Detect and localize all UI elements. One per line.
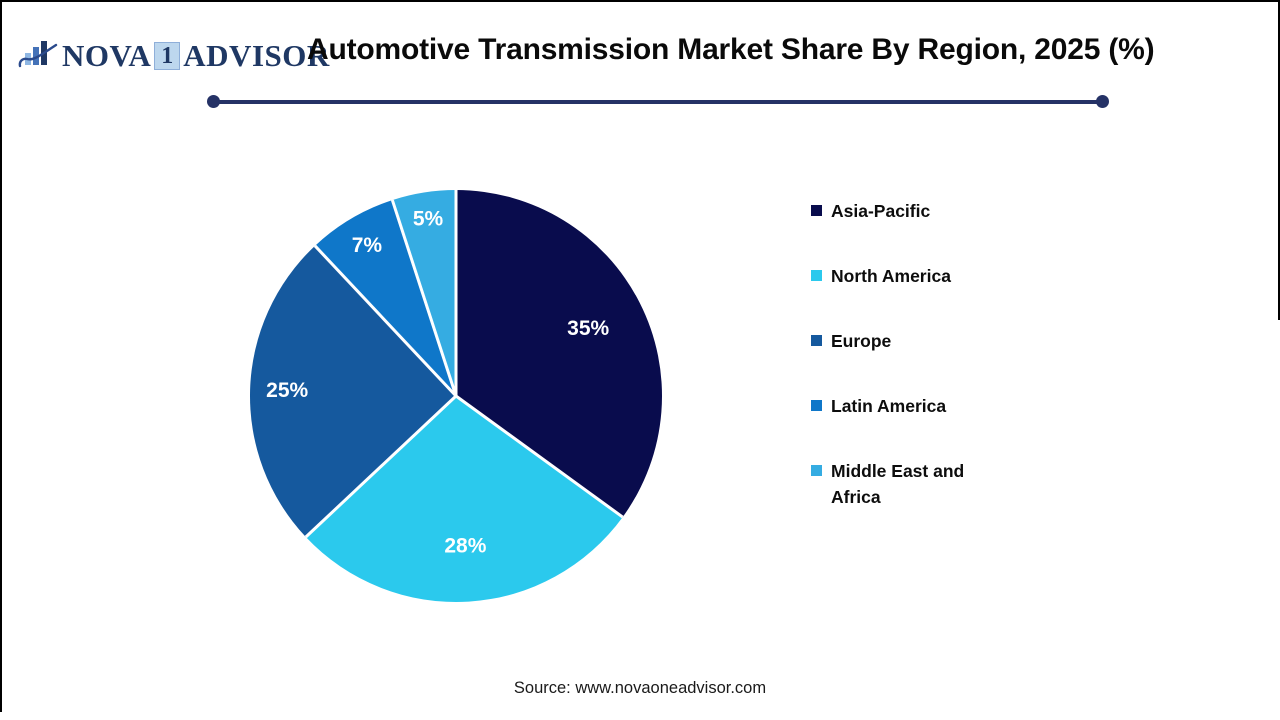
chart-title: Automotive Transmission Market Share By … [307, 33, 1155, 66]
pie-value-label: 35% [567, 317, 609, 340]
legend-item-asia-pacific: Asia-Pacific [811, 198, 1011, 224]
legend-label: North America [831, 266, 951, 286]
frame-border-left [0, 0, 2, 712]
pie-value-label: 28% [444, 535, 486, 558]
pie-slice-europe [249, 245, 456, 538]
logo-boxed-one: 1 [154, 41, 181, 70]
legend-swatch [811, 270, 822, 281]
pie-slice-separator [313, 244, 458, 398]
legend-swatch [811, 335, 822, 346]
legend-item-latin-america: Latin America [811, 393, 1011, 419]
title-underline [207, 95, 1109, 108]
pie-slice-separator [304, 394, 458, 539]
frame-border-right [1278, 0, 1280, 320]
pie-slice-latin-america [314, 200, 456, 396]
pie-chart: 35% 28% 25% 7% 5% [249, 190, 662, 603]
legend-item-europe: Europe [811, 328, 1011, 354]
pie-slice-north-america [305, 396, 623, 603]
bar-chart-swoosh-icon [18, 36, 58, 75]
source-text: Source: www.novaoneadvisor.com [513, 679, 767, 697]
legend-label: Asia-Pacific [831, 201, 931, 221]
legend: Asia-Pacific North America Europe Latin … [811, 198, 1011, 549]
legend-item-middle-east-and-africa: Middle East and Africa [811, 458, 1011, 510]
frame-border-top [0, 0, 1280, 2]
legend-swatch [811, 205, 822, 216]
pie-slice-separator [390, 199, 458, 397]
legend-label: Latin America [831, 396, 947, 416]
pie-slice-separator [455, 394, 624, 519]
logo-word-nova: NOVA [62, 38, 152, 73]
pie-value-label: 25% [266, 379, 308, 402]
divider-left-dot [207, 95, 220, 108]
legend-label: Europe [831, 331, 892, 351]
pie-value-label: 7% [352, 234, 383, 257]
divider-right-dot [1096, 95, 1109, 108]
pie-value-label: 5% [413, 208, 444, 231]
legend-item-north-america: North America [811, 263, 1011, 289]
legend-swatch [811, 465, 822, 476]
legend-label: Middle East and Africa [831, 461, 965, 507]
legend-swatch [811, 400, 822, 411]
logo-word-advisor: ADVISOR [183, 38, 330, 73]
logo: NOVA 1 ADVISOR [18, 36, 330, 75]
pie-slice-asia-pacific [456, 190, 662, 518]
